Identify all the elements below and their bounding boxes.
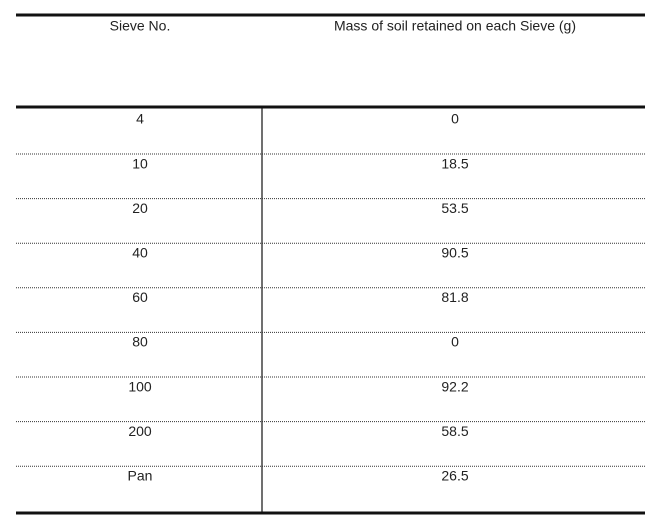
table-cell: 81.8 <box>441 289 468 305</box>
header-cell: Sieve No. <box>110 18 171 34</box>
table-cell: 100 <box>128 378 152 394</box>
table-cell: 20 <box>132 200 148 216</box>
table-cell: 10 <box>132 155 148 171</box>
table-cell: 58.5 <box>441 423 468 439</box>
header-cell: Mass of soil retained on each Sieve (g) <box>334 18 576 34</box>
table-cell: 53.5 <box>441 200 468 216</box>
table-cell: 0 <box>451 111 459 127</box>
table-cell: 26.5 <box>441 468 468 484</box>
table-cell: 80 <box>132 334 148 350</box>
table-cell: 92.2 <box>441 378 468 394</box>
table-cell: 200 <box>128 423 152 439</box>
table-cell: 18.5 <box>441 155 468 171</box>
table-cell: 60 <box>132 289 148 305</box>
table-cell: 0 <box>451 334 459 350</box>
table-cell: 90.5 <box>441 245 468 261</box>
table-cell: 4 <box>136 111 144 127</box>
table-cell: 40 <box>132 245 148 261</box>
table-cell: Pan <box>128 468 153 484</box>
